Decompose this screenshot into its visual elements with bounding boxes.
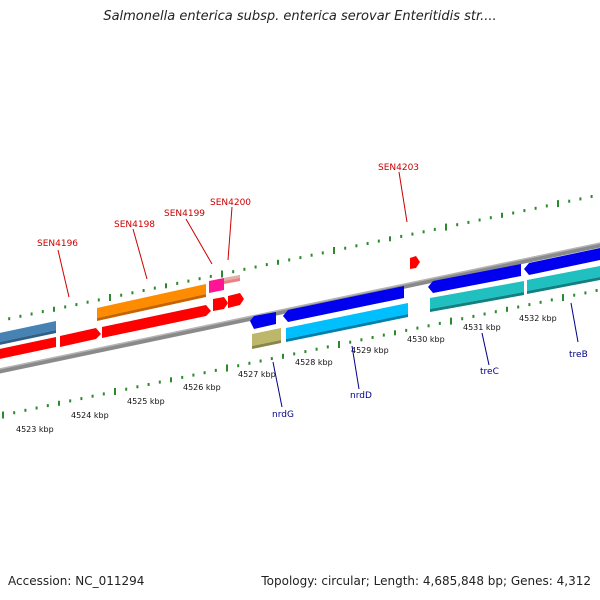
- gene-feature-treB[interactable]: [527, 265, 600, 291]
- tick-label-4532: 4532 kbp: [519, 314, 557, 323]
- gene-label-sen4198[interactable]: SEN4198: [114, 220, 155, 230]
- gene-feature-nrdd-blue[interactable]: [283, 286, 404, 322]
- tick-label-4527: 4527 kbp: [238, 370, 276, 379]
- map-title: Salmonella enterica subsp. enterica sero…: [103, 9, 497, 24]
- leader-treC: [481, 332, 490, 366]
- leader-sen4196: [57, 249, 70, 298]
- gene-feature-red-c[interactable]: [102, 305, 211, 338]
- gene-feature-nrdd-shade: [286, 314, 408, 342]
- leader-sen4199: [185, 218, 213, 265]
- gene-feature-sen4203[interactable]: [410, 256, 420, 269]
- tick-label-4526: 4526 kbp: [183, 383, 221, 392]
- tick-label-4525: 4525 kbp: [127, 397, 165, 406]
- gene-labels: SEN4196 SEN4198 SEN4199 SEN4200 SEN4203 …: [37, 163, 588, 420]
- genome-backbone-shade: [0, 242, 600, 370]
- gene-feature-red-d[interactable]: [213, 297, 228, 311]
- gene-feature-red-a[interactable]: [0, 337, 56, 360]
- gene-label-sen4203[interactable]: SEN4203: [378, 163, 419, 173]
- gene-feature-treB-blue[interactable]: [524, 247, 600, 275]
- gene-feature-nrdg-shade: [252, 340, 281, 349]
- gene-feature-treC-shade: [430, 292, 524, 312]
- leader-nrdG: [272, 361, 283, 408]
- gene-feature-red-b[interactable]: [60, 328, 101, 347]
- gene-label-treB[interactable]: treB: [569, 350, 588, 360]
- upper-tick-row: [8, 195, 593, 321]
- gene-label-nrdD[interactable]: nrdD: [350, 391, 372, 401]
- gene-label-treC[interactable]: treC: [480, 367, 499, 377]
- gene-feature-nrdg-blue[interactable]: [250, 312, 276, 329]
- gene-feature-sen4198[interactable]: [97, 284, 206, 318]
- tick-label-4523: 4523 kbp: [16, 425, 54, 434]
- tick-label-4529: 4529 kbp: [351, 346, 389, 355]
- scale-labels: 4523 kbp 4524 kbp 4525 kbp 4526 kbp 4527…: [16, 314, 557, 434]
- label-leaders: [57, 171, 579, 408]
- gene-feature-sen4198-shade: [97, 294, 206, 321]
- gene-feature-steelblue[interactable]: [0, 321, 56, 343]
- leader-treB: [570, 302, 579, 343]
- gene-feature-red-e[interactable]: [228, 293, 244, 308]
- gene-feature-sen4200-top: [224, 275, 240, 281]
- forward-strand-features: [0, 256, 420, 360]
- tick-label-4531: 4531 kbp: [463, 323, 501, 332]
- gene-feature-treC-blue[interactable]: [428, 264, 521, 293]
- leader-nrdD: [351, 345, 360, 390]
- tick-label-4528: 4528 kbp: [295, 358, 333, 367]
- gene-label-sen4200[interactable]: SEN4200: [210, 198, 251, 208]
- gene-label-nrdG[interactable]: nrdG: [272, 410, 294, 420]
- gene-feature-steelblue-shade: [0, 330, 56, 345]
- leader-sen4203: [398, 171, 408, 223]
- leader-sen4200: [227, 206, 233, 261]
- accession-text: Accession: NC_011294: [8, 574, 145, 588]
- gene-feature-nrdd[interactable]: [286, 303, 408, 339]
- tick-label-4524: 4524 kbp: [71, 411, 109, 420]
- gene-label-sen4196[interactable]: SEN4196: [37, 239, 78, 249]
- leader-sen4198: [132, 228, 148, 280]
- gene-label-sen4199[interactable]: SEN4199: [164, 209, 205, 219]
- tick-label-4530: 4530 kbp: [407, 335, 445, 344]
- gene-feature-sen4199[interactable]: [209, 278, 224, 293]
- topology-text: Topology: circular; Length: 4,685,848 bp…: [261, 574, 591, 588]
- lower-tick-row: [2, 289, 598, 419]
- reverse-strand-features: [250, 247, 600, 349]
- gene-feature-treB-shade: [527, 276, 600, 294]
- gene-feature-treC[interactable]: [430, 281, 524, 309]
